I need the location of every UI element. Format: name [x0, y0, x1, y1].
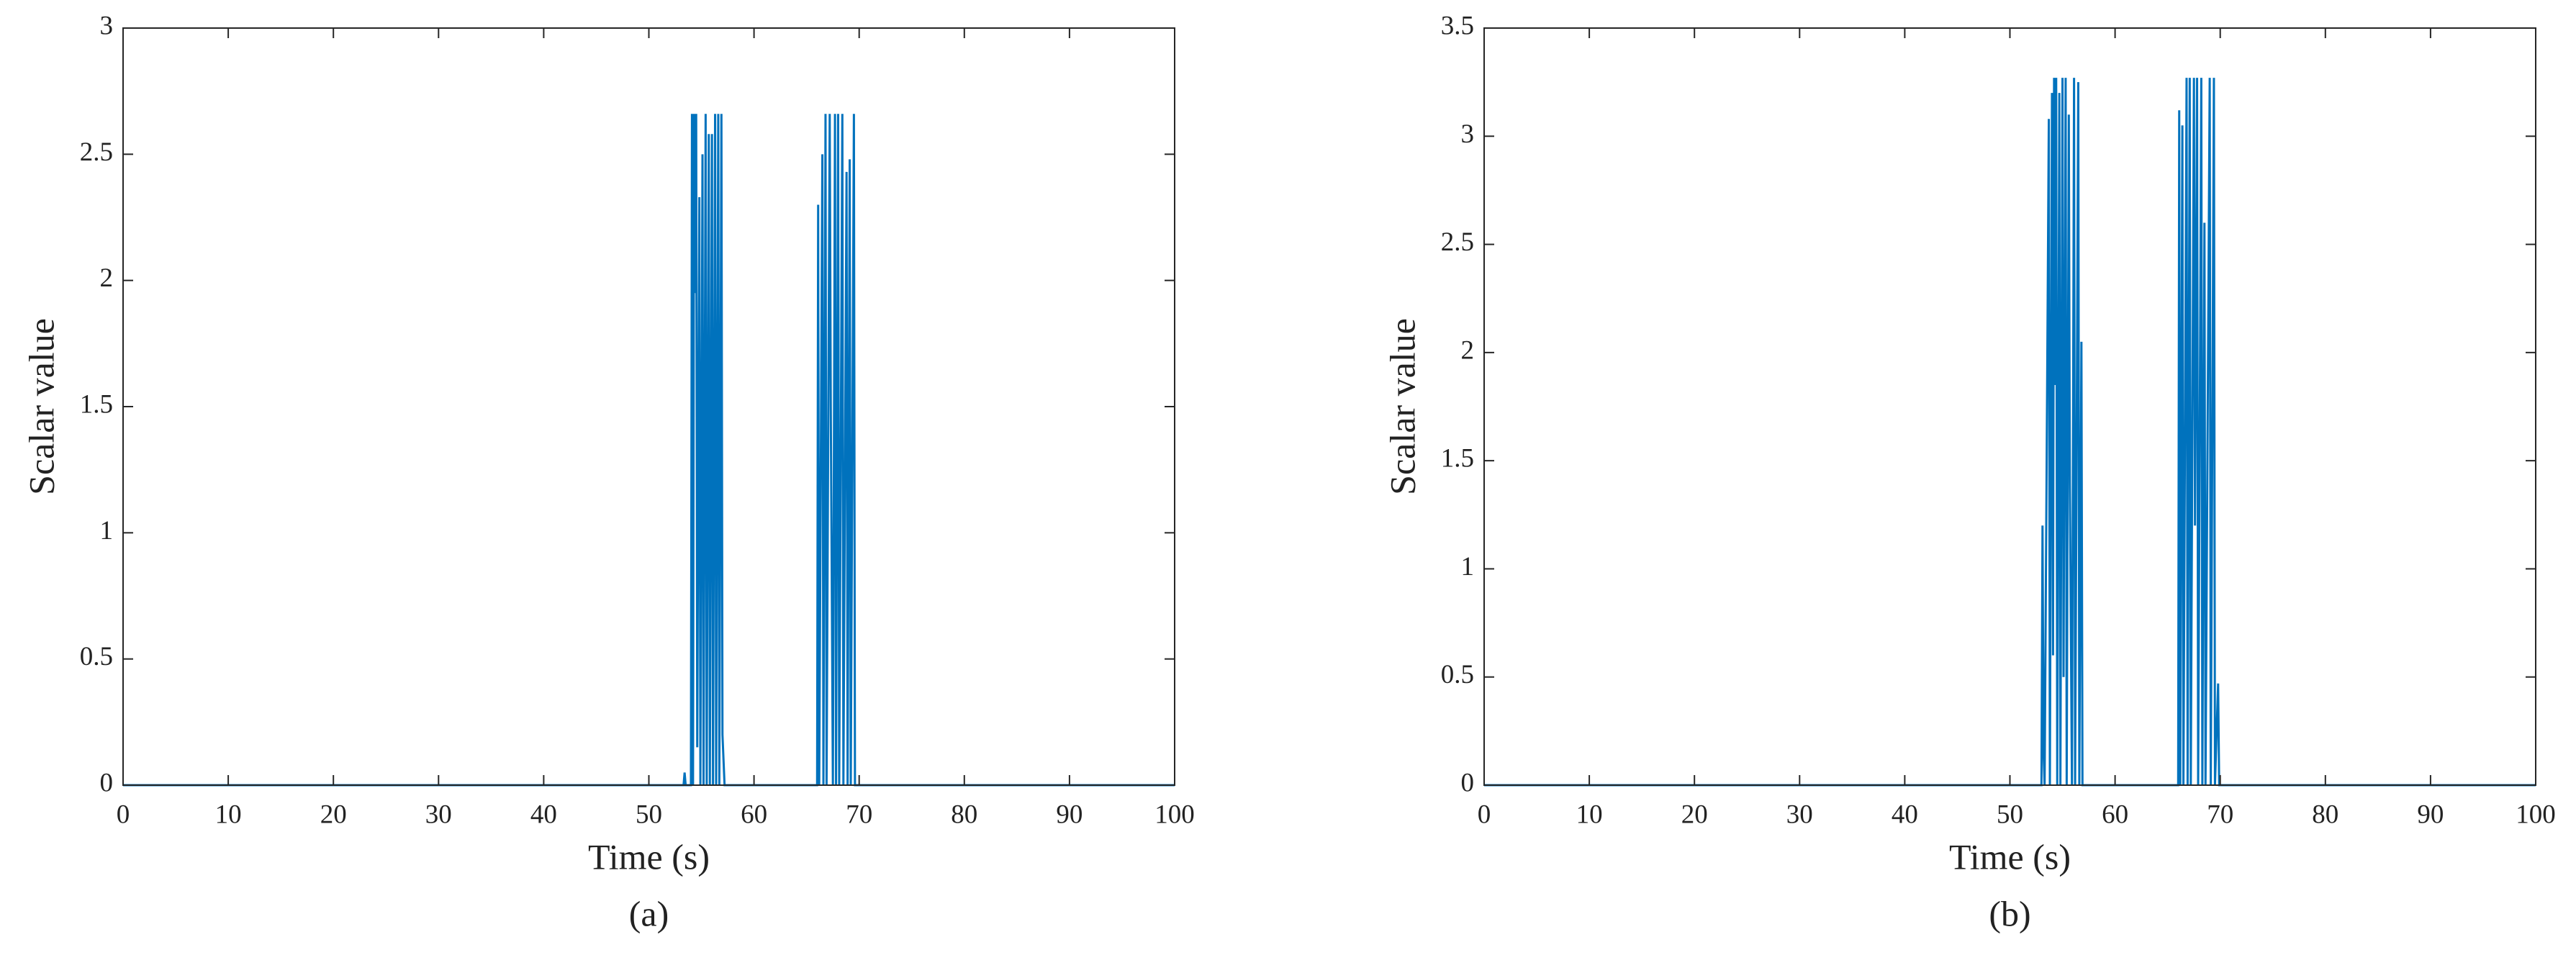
- chart-panel: 0 10 20 30 40 50 60 70 80 90 100 0 0.5 1 1.5 2 2.5 3 3.5 Ti…: [1382, 11, 2555, 933]
- y-tick-label: 2.5: [1441, 227, 1474, 257]
- x-tick-label: 30: [1786, 800, 1813, 829]
- y-tick-label: 1.5: [1441, 444, 1474, 474]
- caption: (a): [629, 893, 669, 933]
- x-tick-label: 70: [846, 800, 872, 829]
- y-tick-label: 1.5: [80, 389, 113, 419]
- x-tick-label: 90: [2417, 800, 2444, 829]
- x-tick-label: 60: [2102, 800, 2128, 829]
- x-tick-label: 20: [320, 800, 347, 829]
- y-tick-label: 2: [100, 263, 114, 293]
- y-tick-label: 1: [100, 516, 114, 546]
- x-tick-label: 70: [2207, 800, 2233, 829]
- y-tick-label: 0.5: [80, 642, 113, 671]
- y-tick-label: 2.5: [80, 137, 113, 167]
- x-tick-label: 100: [2516, 800, 2556, 829]
- x-tick-label: 50: [636, 800, 662, 829]
- x-tick-label: 0: [117, 800, 130, 829]
- x-tick-label: 80: [951, 800, 977, 829]
- x-tick-label: 10: [1576, 800, 1603, 829]
- x-tick-label: 0: [1478, 800, 1491, 829]
- plot-frame: [1483, 27, 2536, 786]
- data-line: [123, 114, 1175, 787]
- y-tick-label: 3: [100, 11, 114, 40]
- data-line: [1484, 78, 2536, 787]
- x-tick-label: 20: [1681, 800, 1708, 829]
- y-tick-label: 0.5: [1441, 660, 1474, 689]
- chart-panel: 0 10 20 30 40 50 60 70 80 90 100 0 0.5 1 1.5 2 2.5 3 Time …: [21, 11, 1194, 933]
- x-axis-label: Time (s): [588, 836, 710, 877]
- caption: (b): [1989, 893, 2030, 933]
- y-tick-label: 0: [1461, 768, 1475, 797]
- x-tick-label: 60: [741, 800, 767, 829]
- y-axis-label: Scalar value: [1382, 318, 1422, 495]
- x-tick-label: 100: [1154, 800, 1195, 829]
- y-tick-label: 3: [1461, 119, 1475, 149]
- x-axis-label: Time (s): [1949, 836, 2071, 877]
- y-tick-label: 3.5: [1441, 11, 1474, 40]
- x-tick-label: 90: [1056, 800, 1083, 829]
- y-tick-label: 2: [1461, 335, 1475, 365]
- x-tick-label: 10: [215, 800, 242, 829]
- x-tick-label: 40: [1892, 800, 1918, 829]
- x-tick-label: 30: [425, 800, 452, 829]
- x-tick-label: 50: [1997, 800, 2023, 829]
- x-tick-label: 80: [2312, 800, 2338, 829]
- plot-frame: [122, 27, 1175, 786]
- x-tick-label: 40: [530, 800, 557, 829]
- y-axis-label: Scalar value: [21, 318, 61, 495]
- y-tick-label: 0: [100, 768, 114, 797]
- y-tick-label: 1: [1461, 552, 1475, 581]
